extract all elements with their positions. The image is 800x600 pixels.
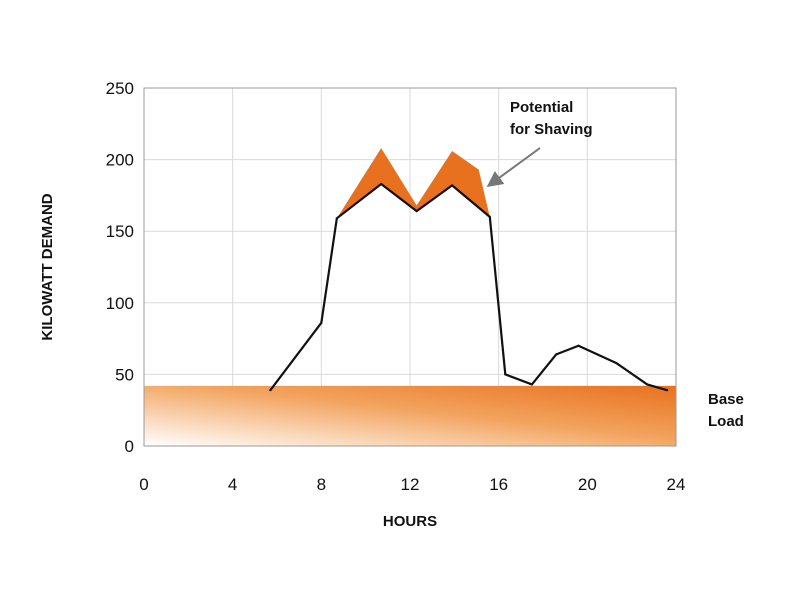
base-load-label-line1: Base	[708, 391, 744, 408]
x-tick-label: 0	[139, 475, 148, 494]
y-tick-label: 250	[106, 79, 134, 98]
x-tick-label: 16	[489, 475, 508, 494]
demand-point	[577, 344, 580, 347]
y-tick-labels: 0 50 100 150 200 250	[106, 79, 134, 456]
base-load-band	[144, 385, 676, 446]
shaving-area	[336, 148, 490, 219]
x-tick-label: 12	[401, 475, 420, 494]
x-tick-labels: 0 4 8 12 16 20 24	[139, 475, 685, 494]
demand-point	[615, 361, 618, 365]
demand-point	[530, 383, 534, 386]
demand-point	[646, 383, 649, 386]
shaving-arrow	[486, 147, 541, 187]
x-axis-title: HOURS	[383, 513, 437, 530]
x-tick-label: 4	[228, 475, 237, 494]
demand-point	[320, 321, 323, 324]
base-load-label-line2: Load	[708, 413, 744, 430]
x-tick-label: 8	[317, 475, 326, 494]
demand-point	[451, 184, 454, 187]
demand-point	[380, 182, 383, 186]
demand-point	[415, 210, 418, 213]
demand-point	[555, 353, 558, 356]
shaving-annotation-line2: for Shaving	[510, 121, 593, 138]
demand-point	[335, 217, 338, 220]
demand-point	[504, 373, 507, 376]
demand-point	[269, 389, 272, 392]
y-tick-label: 100	[106, 294, 134, 313]
y-tick-label: 0	[125, 437, 134, 456]
y-tick-label: 150	[106, 222, 134, 241]
shaving-annotation-line1: Potential	[510, 99, 573, 116]
demand-point	[666, 389, 669, 392]
plot-frame	[143, 87, 677, 447]
y-tick-label: 50	[115, 365, 134, 384]
x-tick-label: 20	[578, 475, 597, 494]
x-tick-label: 24	[667, 475, 686, 494]
y-axis-title: KILOWATT DEMAND	[39, 193, 56, 340]
y-tick-label: 200	[106, 151, 134, 170]
demand-points	[269, 182, 669, 392]
demand-series-line	[269, 182, 668, 392]
demand-point	[488, 215, 491, 218]
